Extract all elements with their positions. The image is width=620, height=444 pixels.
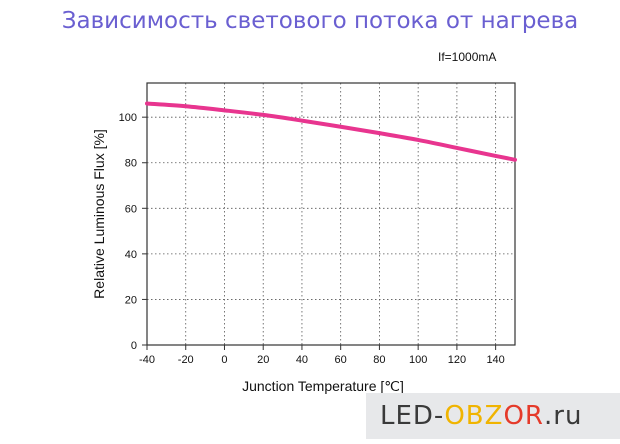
y-tick-label: 20	[125, 294, 137, 306]
x-tick-label: -40	[139, 354, 155, 366]
x-tick-label: 20	[257, 354, 269, 366]
y-axis-label: Relative Luminous Flux [%]	[91, 129, 107, 299]
watermark-part-2: OBZ	[444, 401, 504, 431]
y-tick-label: 80	[125, 158, 137, 170]
x-tick-label: 60	[335, 354, 347, 366]
x-tick-label: 80	[373, 354, 385, 366]
y-tick-label: 100	[119, 112, 137, 124]
watermark-part-4: .ru	[543, 401, 583, 431]
x-axis-label: Junction Temperature [℃]	[242, 378, 404, 394]
plot-frame	[146, 82, 516, 346]
y-tick-label: 60	[125, 203, 137, 215]
x-tick-label: -20	[178, 354, 194, 366]
x-tick-label: 40	[296, 354, 308, 366]
x-tick-label: 0	[221, 354, 227, 366]
x-tick-label: 120	[448, 354, 466, 366]
page-title: Зависимость светового потока от нагрева	[61, 8, 579, 34]
watermark-part-3: OR	[503, 401, 544, 431]
condition-annotation: If=1000mA	[438, 50, 496, 64]
y-tick-label: 40	[125, 249, 137, 261]
series-line	[145, 101, 517, 162]
x-tick-label: 140	[486, 354, 504, 366]
y-tick-label: 0	[131, 340, 137, 352]
site-watermark: LED- OBZ OR .ru	[366, 393, 620, 439]
watermark-part-1: LED-	[380, 401, 445, 431]
x-tick-label: 100	[409, 354, 427, 366]
